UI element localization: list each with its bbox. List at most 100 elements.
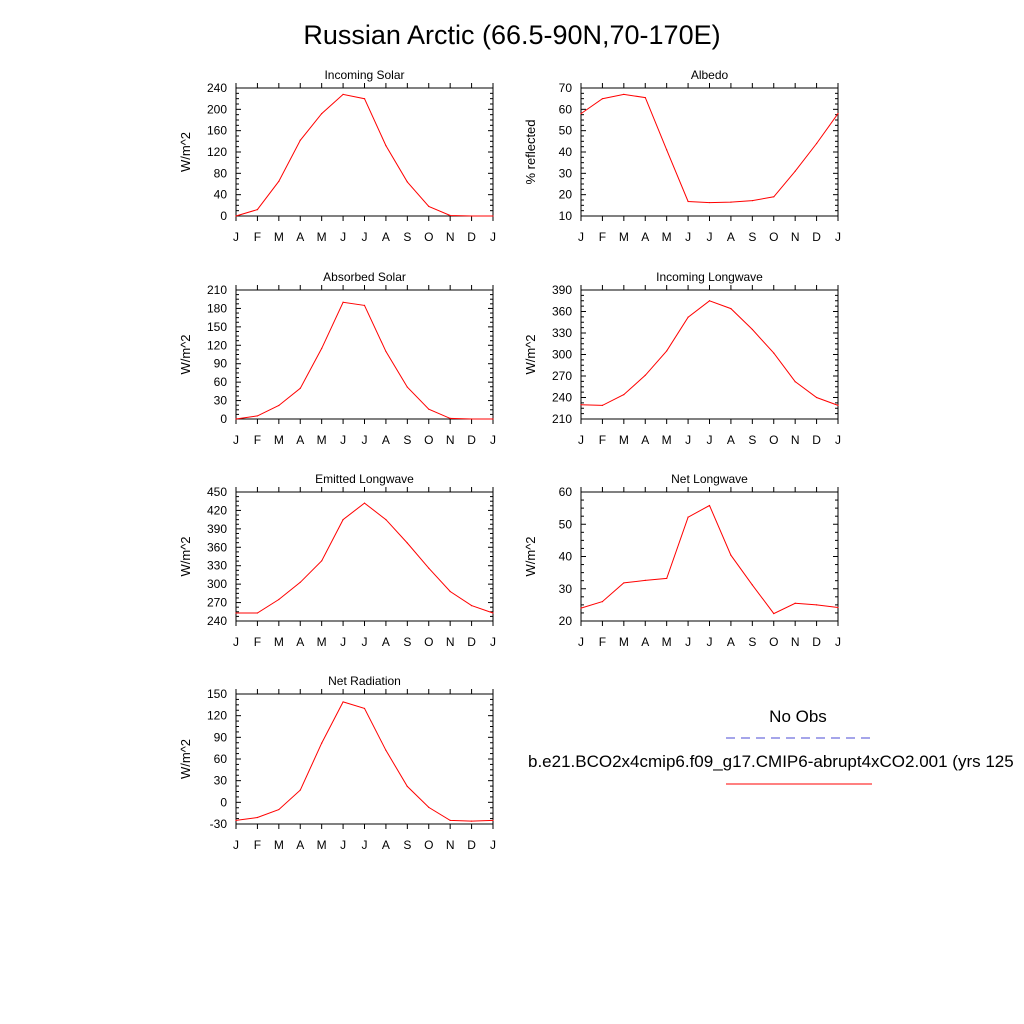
net-radiation-xtick-label: J <box>233 838 239 852</box>
net-longwave-xtick-label: M <box>619 635 629 649</box>
net-longwave-ytick-label: 20 <box>559 614 573 628</box>
incoming-longwave-xtick-label: M <box>619 433 629 447</box>
albedo-xtick-label: N <box>791 230 800 244</box>
incoming-longwave-ytick-label: 330 <box>552 326 572 340</box>
net-radiation-point <box>470 820 473 822</box>
incoming-longwave-ytick-label: 390 <box>552 283 572 297</box>
net-radiation-ytick-label: 150 <box>207 687 227 701</box>
net-longwave-title: Net Longwave <box>671 472 748 486</box>
net-longwave-xtick-label: N <box>791 635 800 649</box>
net-longwave-point <box>837 606 839 609</box>
net-radiation-xtick-label: O <box>424 838 433 852</box>
emitted-longwave-ytick-label: 420 <box>207 503 227 517</box>
incoming-solar-point <box>406 181 408 183</box>
incoming-solar-series-line <box>235 93 493 217</box>
albedo-point <box>687 200 689 203</box>
emitted-longwave-ytick-label: 390 <box>207 522 227 536</box>
net-radiation-ytick-label: 0 <box>220 795 227 809</box>
net-longwave-plot-frame <box>580 491 839 622</box>
albedo-ytick-label: 30 <box>559 166 573 180</box>
albedo-point <box>773 196 775 198</box>
incoming-longwave-point <box>623 394 625 396</box>
absorbed-solar-ytick-label: 180 <box>207 301 227 315</box>
albedo-ytick-label: 10 <box>559 209 573 223</box>
absorbed-solar-title: Absorbed Solar <box>323 270 406 284</box>
net-longwave-xtick-label: J <box>835 635 841 649</box>
albedo-ytick-label: 60 <box>559 102 573 116</box>
albedo-xtick-label: J <box>578 230 584 244</box>
emitted-longwave-point <box>256 612 259 614</box>
incoming-solar-plot-frame <box>235 87 494 217</box>
albedo-ytick-label: 70 <box>559 81 573 95</box>
albedo-point <box>666 149 668 151</box>
absorbed-solar-xtick-label: F <box>254 433 261 447</box>
legend-obs-label: No Obs <box>769 707 827 726</box>
incoming-longwave-point <box>730 308 732 310</box>
incoming-longwave-ytick-label: 240 <box>552 391 572 405</box>
incoming-solar-xtick-label: S <box>403 230 411 244</box>
net-longwave-ylabel: W/m^2 <box>523 536 538 576</box>
incoming-longwave-ytick-label: 210 <box>552 412 572 426</box>
net-radiation-ytick-label: -30 <box>210 817 228 831</box>
legend-model-label: b.e21.BCO2x4cmip6.f09_g17.CMIP6-abrupt4x… <box>528 752 1014 771</box>
net-longwave-xtick-label: J <box>707 635 713 649</box>
chart-absorbed-solar: Absorbed Solar W/m^2 0 30 60 90 120 150 180 210 J F… <box>178 270 496 447</box>
incoming-solar-xtick-label: A <box>296 230 304 244</box>
emitted-longwave-xtick-label: J <box>362 635 368 649</box>
albedo-ytick-label: 20 <box>559 188 573 202</box>
incoming-longwave-xtick-label: O <box>769 433 778 447</box>
incoming-solar-xtick-label: M <box>274 230 284 244</box>
incoming-longwave-point <box>666 350 668 352</box>
albedo-point <box>580 113 582 115</box>
incoming-solar-xtick-label: D <box>467 230 476 244</box>
incoming-longwave-ytick-label: 270 <box>552 369 572 383</box>
absorbed-solar-point <box>321 347 323 349</box>
emitted-longwave-xtick-label: D <box>467 635 476 649</box>
absorbed-solar-xtick-label: M <box>317 433 327 447</box>
absorbed-solar-xtick-label: J <box>490 433 496 447</box>
incoming-solar-xtick-label: M <box>317 230 327 244</box>
absorbed-solar-xtick-label: N <box>446 433 455 447</box>
emitted-longwave-point <box>492 612 494 614</box>
absorbed-solar-point <box>385 350 387 353</box>
net-longwave-point <box>751 584 753 586</box>
emitted-longwave-xtick-label: N <box>446 635 455 649</box>
incoming-solar-point <box>342 93 344 95</box>
net-longwave-xtick-label: J <box>685 635 691 649</box>
incoming-longwave-xtick-label: J <box>707 433 713 447</box>
emitted-longwave-ytick-label: 240 <box>207 614 227 628</box>
net-longwave-xtick-label: J <box>578 635 584 649</box>
net-radiation-point <box>363 707 366 710</box>
albedo-point <box>601 98 604 100</box>
incoming-solar-xtick-label: O <box>424 230 433 244</box>
net-longwave-xtick-label: M <box>662 635 672 649</box>
albedo-xtick-label: S <box>748 230 756 244</box>
emitted-longwave-xtick-label: M <box>317 635 327 649</box>
albedo-xtick-label: F <box>599 230 606 244</box>
net-longwave-point <box>815 604 818 606</box>
emitted-longwave-ytick-label: 360 <box>207 540 227 554</box>
net-radiation-xtick-label: M <box>274 838 284 852</box>
incoming-solar-ytick-label: 240 <box>207 81 227 95</box>
net-radiation-ylabel: W/m^2 <box>178 739 193 779</box>
emitted-longwave-point <box>321 560 323 562</box>
net-longwave-point <box>580 607 582 609</box>
net-radiation-xtick-label: A <box>296 838 304 852</box>
emitted-longwave-series-line <box>236 502 494 614</box>
albedo-point <box>623 93 625 95</box>
emitted-longwave-point <box>406 542 408 544</box>
incoming-solar-point <box>278 180 280 182</box>
net-longwave-series-line <box>580 504 839 615</box>
absorbed-solar-point <box>428 408 430 410</box>
net-radiation-xtick-label: D <box>467 838 476 852</box>
incoming-longwave-xtick-label: M <box>662 433 672 447</box>
absorbed-solar-ytick-label: 120 <box>207 338 227 352</box>
incoming-longwave-point <box>837 404 839 406</box>
absorbed-solar-point <box>278 404 280 407</box>
net-longwave-xtick-label: A <box>727 635 735 649</box>
albedo-xtick-label: J <box>707 230 713 244</box>
albedo-point <box>708 201 711 204</box>
